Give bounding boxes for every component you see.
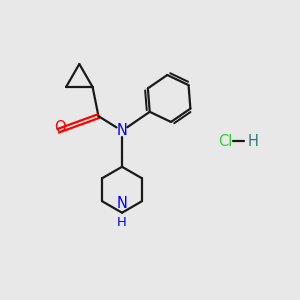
- Text: H: H: [247, 134, 258, 149]
- Text: H: H: [117, 216, 127, 229]
- Text: O: O: [54, 120, 65, 135]
- Text: Cl: Cl: [218, 134, 232, 149]
- Text: N: N: [117, 123, 128, 138]
- Text: N: N: [117, 196, 128, 211]
